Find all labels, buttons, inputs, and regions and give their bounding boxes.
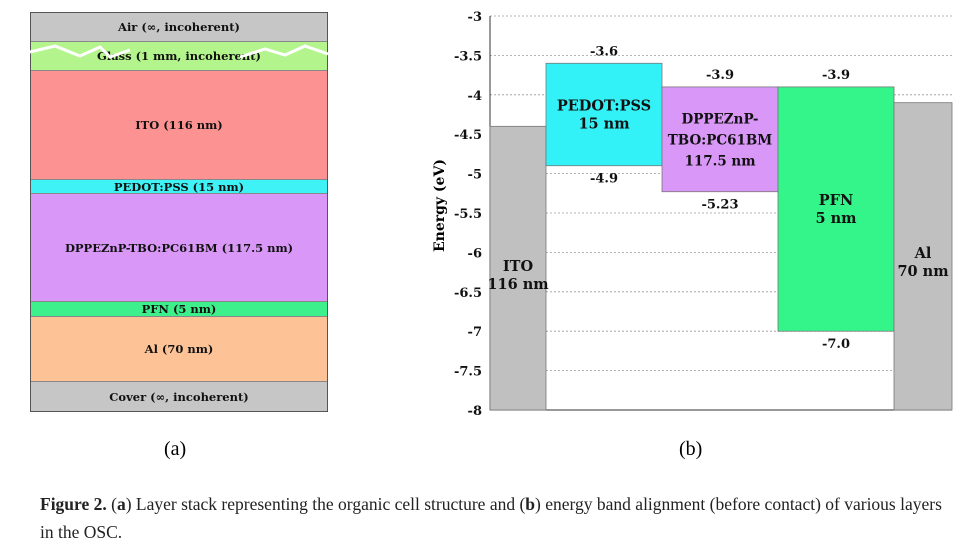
caption-text-3: ) energy band alignment (before contact)…	[40, 494, 942, 542]
layer-6: Al (70 nm)	[30, 317, 328, 382]
bar-label-ito: 116 nm	[487, 276, 549, 293]
bar-label-al: 70 nm	[897, 263, 949, 280]
y-tick-label: -5.5	[454, 207, 482, 222]
bar-label-pfn: 5 nm	[815, 210, 857, 227]
caption-figure-label: Figure 2.	[40, 494, 107, 514]
bar-label-pfn: PFN	[819, 192, 853, 209]
y-axis-title: Energy (eV)	[432, 159, 448, 252]
bar-pedot-pss	[545, 62, 663, 167]
bar-label-dppeznp: DPPEZnP-	[682, 111, 759, 127]
bar-ito	[489, 125, 547, 411]
y-tick-label: -6	[468, 246, 482, 261]
y-tick-label: -7.5	[454, 365, 482, 380]
panel-a-label: (a)	[164, 438, 187, 460]
layer-5: PFN (5 nm)	[30, 302, 328, 317]
bar-pfn	[777, 86, 895, 332]
y-tick-label: -4.5	[454, 128, 482, 143]
bar-label-pedot-pss: PEDOT:PSS	[557, 98, 651, 115]
caption-text-1: (	[106, 494, 117, 514]
bar-top-value-pfn: -3.9	[822, 68, 850, 83]
y-tick-label: -8	[468, 404, 482, 419]
y-tick-label: -3	[468, 10, 482, 25]
bar-label-al: Al	[914, 245, 932, 262]
caption-bold-b: b	[525, 494, 536, 514]
layer-3: PEDOT:PSS (15 nm)	[30, 180, 328, 194]
bar-label-ito: ITO	[503, 258, 534, 275]
layer-7: Cover (∞, incoherent)	[30, 382, 328, 412]
figure-caption: Figure 2. (a) Layer stack representing t…	[40, 490, 950, 546]
bar-dppeznp	[661, 86, 779, 193]
panel-b-label: (b)	[679, 438, 703, 460]
bar-top-value-pedot-pss: -3.6	[590, 44, 618, 59]
caption-bold-a: a	[116, 494, 126, 514]
bar-top-value-dppeznp: -3.9	[706, 68, 734, 83]
y-tick-label: -5	[468, 168, 482, 183]
y-tick-label: -3.5	[454, 49, 482, 64]
y-tick-label: -6.5	[454, 286, 482, 301]
bar-bottom-value-pfn: -7.0	[822, 337, 850, 352]
layer-0: Air (∞, incoherent)	[30, 12, 328, 42]
bar-label-dppeznp: TBO:PC61BM	[668, 132, 773, 148]
bar-label-dppeznp: 117.5 nm	[684, 153, 755, 169]
bar-bottom-value-pedot-pss: -4.9	[590, 172, 618, 187]
caption-text-2: ) Layer stack representing the organic c…	[125, 494, 526, 514]
layer-2: ITO (116 nm)	[30, 71, 328, 180]
bar-al	[893, 102, 953, 411]
bar-label-pedot-pss: 15 nm	[578, 116, 630, 133]
y-tick-label: -7	[468, 325, 482, 340]
bar-bottom-value-dppeznp: -5.23	[701, 198, 738, 213]
layer-4: DPPEZnP-TBO:PC61BM (117.5 nm)	[30, 194, 328, 302]
y-tick-label: -4	[468, 89, 482, 104]
